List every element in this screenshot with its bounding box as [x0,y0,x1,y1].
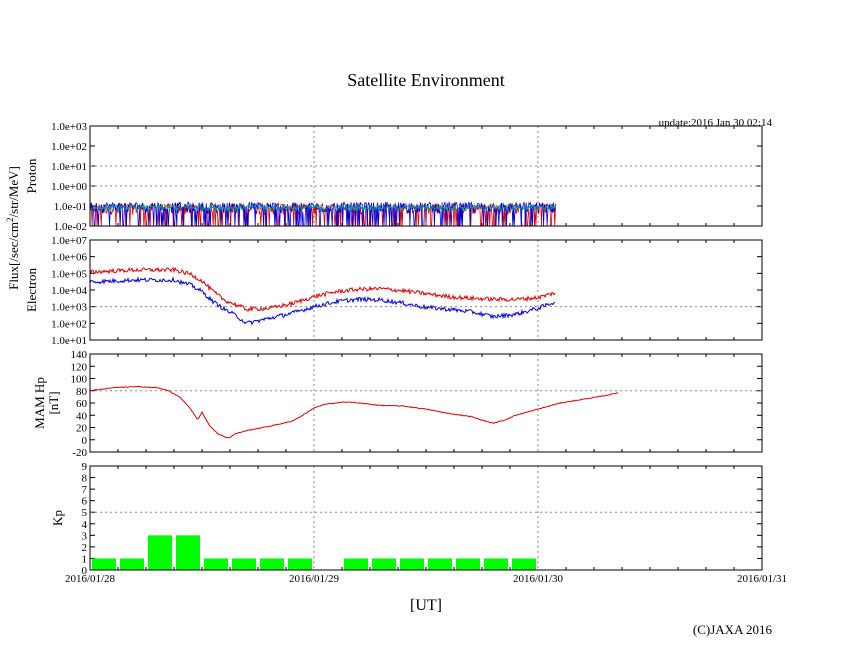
kp-bar [120,558,144,570]
y-tick-label: 9 [82,461,88,473]
y-axis-unit: [nT] [46,391,61,414]
y-tick-label: 40 [76,410,88,422]
kp-bar [484,558,508,570]
x-tick-label: 2016/01/28 [65,573,116,585]
y-axis-label: Kp [50,510,65,526]
panel-electron: 1.0e+01 1.0e+02 1.0e+03 1.0e+04 1.0e+05 1.0e+… [24,235,763,347]
kp-bar [204,558,228,570]
kp-bar [148,535,172,570]
y-tick-label: 1 [82,553,88,565]
y-tick-label: 1.0e-02 [54,221,87,233]
update-timestamp: update:2016 Jan 30 02:14 [659,117,773,129]
y-tick-label: 3 [82,530,88,542]
y-tick-label: 1.0e+01 [51,335,87,347]
series-electron-blue [89,276,556,326]
y-axis-label: MAM Hp [32,377,47,429]
panel-frame [89,125,763,227]
kp-bar [456,558,480,570]
kp-bar [512,558,536,570]
y-tick-label: 1.0e+07 [51,235,87,247]
flux-axis-label: Flux[/sec/cm2/str/MeV] [5,166,21,290]
y-tick-label: 20 [76,423,88,435]
panel-frame [89,239,763,341]
y-tick-label: 100 [71,374,88,386]
kp-bar [400,558,424,570]
y-tick-label: 1.0e+00 [51,181,87,193]
kp-bar [260,558,284,570]
y-tick-label: 1.0e+06 [51,252,87,264]
y-tick-label: 1.0e+01 [51,161,87,173]
y-tick-label: 5 [82,507,88,519]
y-axis-label: Proton [24,158,39,193]
y-tick-label: 1.0e+04 [51,285,87,297]
y-tick-label: 120 [71,361,88,373]
y-tick-label: 8 [82,473,88,485]
y-tick-label: 0 [82,435,88,447]
y-axis-label: Electron [24,267,39,312]
y-tick-label: 6 [82,496,88,508]
kp-bar [176,535,200,570]
y-tick-label: 7 [82,484,88,496]
panel-frame [89,465,763,571]
x-tick-label: 2016/01/30 [513,573,564,585]
y-tick-label: -20 [72,447,87,459]
kp-bar [344,558,368,570]
y-tick-label: 1.0e-01 [54,201,87,213]
kp-bar [232,558,256,570]
y-tick-label: 60 [76,398,88,410]
kp-bar [288,558,312,570]
y-tick-label: 1.0e+02 [51,141,87,153]
x-axis-label: [UT] [410,597,442,614]
panel-frame [89,353,763,453]
y-tick-label: 1.0e+03 [51,121,87,133]
kp-bar [372,558,396,570]
y-tick-label: 1.0e+03 [51,302,87,314]
x-tick-label: 2016/01/31 [737,573,787,585]
copyright: (C)JAXA 2016 [693,622,773,637]
chart-title: Satellite Environment [347,70,504,90]
series-electron-red [89,266,556,312]
series-proton-teal [89,203,556,212]
y-tick-label: 1.0e+02 [51,318,87,330]
y-tick-label: 4 [82,519,88,531]
x-tick-label: 2016/01/29 [289,573,340,585]
y-tick-label: 0 [82,565,88,577]
y-tick-label: 140 [71,349,88,361]
y-tick-label: 1.0e+05 [51,268,87,280]
y-tick-label: 2 [82,542,88,554]
series-hp [89,385,619,439]
y-tick-label: 80 [76,386,88,398]
kp-bar [428,558,452,570]
panel-proton: 1.0e-02 1.0e-01 1.0e+00 1.0e+01 1.0e+02 1.0e+… [24,121,763,233]
kp-bar [92,558,116,570]
